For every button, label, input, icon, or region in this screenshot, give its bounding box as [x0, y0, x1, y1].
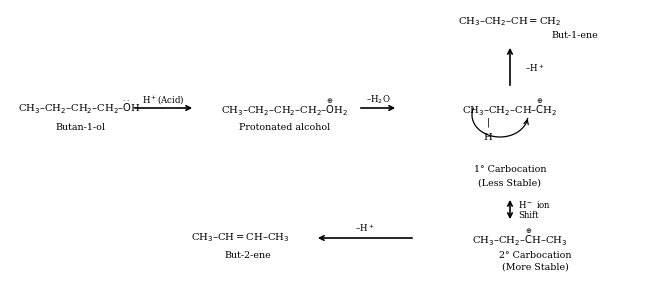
Text: CH$_3$–CH$_2$–CH$_2$–CH$_2$–$\overset{..}{\mathrm{O}}$H: CH$_3$–CH$_2$–CH$_2$–CH$_2$–$\overset{..…: [19, 100, 141, 116]
Text: Shift: Shift: [518, 211, 539, 220]
Text: H: H: [484, 134, 492, 142]
Text: –H$^+$: –H$^+$: [355, 222, 375, 234]
Text: –H$_2$O: –H$_2$O: [366, 94, 390, 106]
Text: CH$_3$–CH$_2$–$\overset{\oplus}{\mathrm{C}}$H–CH$_3$: CH$_3$–CH$_2$–$\overset{\oplus}{\mathrm{…: [472, 228, 567, 248]
Text: But-2-ene: But-2-ene: [224, 250, 271, 260]
Text: |: |: [486, 117, 490, 127]
Text: Protonated alcohol: Protonated alcohol: [239, 124, 330, 133]
Text: CH$_3$–CH$=$CH–CH$_3$: CH$_3$–CH$=$CH–CH$_3$: [191, 232, 289, 244]
Text: (More Stable): (More Stable): [502, 262, 568, 272]
Text: (Less Stable): (Less Stable): [478, 178, 541, 188]
Text: Butan-1-ol: Butan-1-ol: [55, 124, 105, 133]
Text: CH$_3$–CH$_2$–CH–$\overset{\oplus}{\mathrm{C}}$H$_2$: CH$_3$–CH$_2$–CH–$\overset{\oplus}{\math…: [462, 98, 557, 118]
Text: CH$_3$–CH$_2$–CH$=$CH$_2$: CH$_3$–CH$_2$–CH$=$CH$_2$: [458, 16, 561, 28]
Text: H$^-$ ion: H$^-$ ion: [518, 199, 551, 209]
Text: CH$_3$–CH$_2$–CH$_2$–CH$_2$–$\overset{\oplus}{\mathrm{O}}$H$_2$: CH$_3$–CH$_2$–CH$_2$–CH$_2$–$\overset{\o…: [221, 98, 348, 118]
Text: But-1-ene: But-1-ene: [551, 32, 598, 40]
Text: 2° Carbocation: 2° Carbocation: [498, 250, 572, 260]
Text: H$^+$(Acid): H$^+$(Acid): [141, 94, 184, 106]
Text: –H$^+$: –H$^+$: [525, 62, 545, 74]
Text: 1° Carbocation: 1° Carbocation: [474, 166, 546, 175]
